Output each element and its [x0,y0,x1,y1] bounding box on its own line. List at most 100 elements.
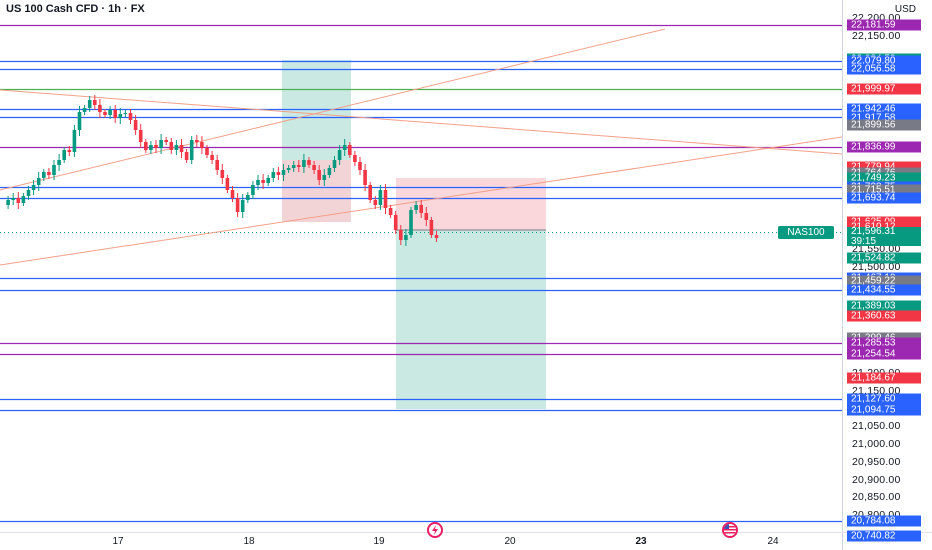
price-level-tag[interactable]: 21,942.46 [847,103,921,115]
candle-body [393,215,398,230]
candle-body [261,180,265,183]
candle-body [31,185,36,190]
candle-body [62,150,66,160]
symbol-title[interactable]: US 100 Cash CFD · 1h · FX [6,3,145,15]
symbol-price-label: NAS100 [778,226,834,239]
candle-body [195,140,199,142]
candle-body [297,165,301,167]
candle-body [179,145,184,152]
descending-trendline [0,89,843,155]
candle-body [174,145,179,150]
candle-body [57,160,61,165]
currency-label[interactable]: USD [894,4,916,15]
price-level-tag[interactable]: 21,389.03 [847,300,921,312]
upper-trendline [0,28,666,191]
candle-body [67,150,72,152]
candle-body [434,235,439,238]
price-tick-label: 22,150.00 [852,29,901,42]
candle-body [276,172,281,175]
candle-body [281,170,286,175]
candle-body [123,113,128,114]
price-level-tag[interactable]: 22,056.58 [847,63,921,75]
candle-body [159,140,163,148]
time-tick-label: 24 [767,536,779,547]
candle-body [169,142,174,150]
candle-body [251,185,255,195]
price-level-tag[interactable]: 21,285.53 [847,337,921,349]
candle-body [307,160,311,165]
price-level-tag[interactable]: 21,836.99 [847,141,921,153]
price-tick-label: 20,950.00 [852,455,901,468]
price-level-tag[interactable]: 20,740.82 [847,530,921,542]
candle-body [409,210,413,235]
price-level-tag[interactable]: 21,749.23 [847,172,921,184]
price-tick-label: 21,500.00 [852,260,901,273]
candle-body [363,170,367,185]
candle-body [215,160,219,170]
lightning-event-icon[interactable] [427,522,443,538]
take-profit-zone [396,230,546,409]
candle-body [383,190,388,208]
time-tick-label: 18 [243,536,255,547]
last-price-value: 21,596.31 [851,226,896,237]
candle-body [47,172,51,175]
price-level-tag[interactable]: 21,917.58 [847,112,921,124]
candle-body [220,170,225,178]
price-level-tag[interactable]: 21,524.82 [847,252,921,264]
candle-body [373,200,378,205]
price-tick-label: 21,000.00 [852,438,901,450]
price-level-tag[interactable]: 21,693.74 [847,192,921,204]
candle-body [337,150,342,160]
candle-body [184,152,189,160]
candle-body [82,108,87,112]
price-level-tag[interactable]: 21,459.22 [847,275,921,287]
candle-body [240,200,245,212]
price-level-tag[interactable]: 21,184.67 [847,372,921,384]
price-level-tag[interactable]: 21,999.97 [847,83,921,95]
candle-body [98,105,102,112]
price-level-tag[interactable]: 22,079.80 [847,55,921,67]
price-level-tag[interactable]: 21,127.60 [847,393,921,405]
candle-body [26,190,31,196]
price-level-tag[interactable]: 20,784.08 [847,515,921,527]
candle-body [414,205,418,210]
price-tick-label: 20,850.00 [852,491,901,504]
us-flag-event-icon[interactable] [722,522,738,538]
price-level-tag[interactable]: 21,360.63 [847,310,921,322]
candle-body [108,110,112,115]
candle-body [205,148,209,155]
price-level-tag[interactable]: 21,715.51 [847,184,921,196]
candle-body [378,190,383,205]
price-level-tag[interactable]: 22,181.59 [847,19,921,31]
price-tick-label: 20,900.00 [852,473,901,486]
candle-body [271,172,276,178]
candle-body [189,140,194,160]
candle-body [348,145,352,155]
price-axis-border [842,0,843,550]
candle-body [52,165,56,175]
candle-body [21,196,26,203]
candle-body [11,198,15,200]
candle-body [154,145,158,148]
candle-body [36,178,41,185]
price-level-tag[interactable]: 21,899.56 [847,119,921,131]
candle-body [246,195,250,200]
candle-body [235,198,240,212]
last-price-tag: 21,596.31 39:15 [847,227,921,246]
candle-body [404,235,408,240]
price-level-tag[interactable]: 21,094.75 [847,404,921,416]
candle-body [342,145,347,150]
candle-body [6,200,10,205]
candle-body [93,100,97,105]
candle-body [138,130,143,142]
price-level-tag[interactable]: 21,254.54 [847,348,921,360]
candle-body [87,100,92,108]
candle-body [399,230,403,240]
price-level-tag[interactable]: 21,434.55 [847,284,921,296]
candle-body [113,110,117,118]
candle-body [225,178,230,190]
time-tick-label: 19 [373,536,385,547]
price-tick-label: 21,050.00 [852,420,901,433]
